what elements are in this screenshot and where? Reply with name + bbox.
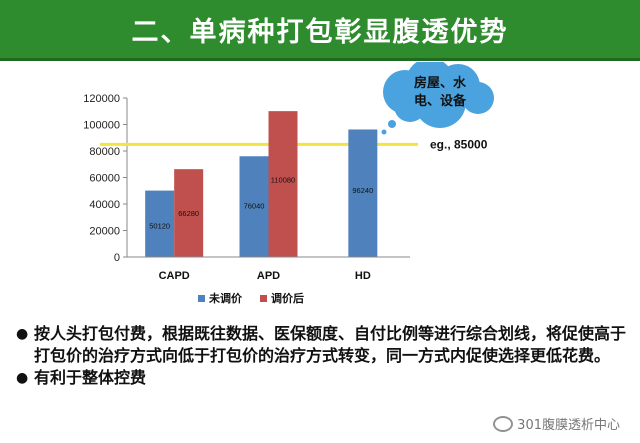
legend: 未调价 调价后 [198,291,304,305]
y-axis: 0 20000 40000 60000 80000 100000 120000 [83,93,128,264]
data-label: 76040 [244,202,265,211]
bullet-icon: ● [16,326,29,342]
title-bar: 二、单病种打包彰显腹透优势 [0,0,640,61]
cloud-text: 房屋、水 [414,75,467,91]
cloud-annotation: 房屋、水电、设备 [381,62,494,135]
cloud-dot [381,129,387,135]
watermark: 301腹膜透析中心 [493,414,620,433]
bar-chart: 0 20000 40000 60000 80000 100000 120000 eg., 8… [83,62,494,305]
y-tick-label: 80000 [89,146,120,158]
y-tick-label: 20000 [89,226,120,238]
cloud-dot [388,120,396,128]
legend-label: 未调价 [208,291,243,305]
bar [174,169,204,257]
bar [268,111,298,257]
bar [348,129,378,257]
bars: 50120 66280 76040 110080 96240 [145,111,378,257]
cloud-shape [414,76,466,128]
x-tick-label: APD [257,270,280,282]
data-label: 50120 [149,221,170,230]
bullet-item: ● 按人头打包付费，根据既往数据、医保额度、自付比例等进行综合划线，将促使高于打… [16,323,626,367]
y-tick-label: 100000 [83,120,120,132]
y-tick-label: 0 [114,252,120,264]
wechat-icon [493,415,514,432]
cloud-text: 电、设备 [414,93,467,109]
y-tick-label: 120000 [83,93,120,105]
reference-line-label: eg., 85000 [430,137,488,151]
legend-label: 调价后 [271,291,304,305]
cloud-shape [462,82,494,114]
bullet-list: ● 按人头打包付费，根据既往数据、医保额度、自付比例等进行综合划线，将促使高于打… [16,323,626,389]
x-axis: CAPD APD HD [127,256,410,282]
bullet-text: 按人头打包付费，根据既往数据、医保额度、自付比例等进行综合划线，将促使高于打包价… [34,324,627,365]
data-label: 66280 [178,209,199,218]
bullet-item: ● 有利于整体控费 [16,367,626,389]
legend-swatch [260,295,267,302]
y-tick-label: 40000 [89,199,120,211]
watermark-text: 301腹膜透析中心 [517,418,620,433]
data-label: 110080 [271,175,295,184]
page-title: 二、单病种打包彰显腹透优势 [131,16,509,48]
bullet-icon: ● [16,370,29,386]
data-label: 96240 [352,186,373,195]
cloud-shape [394,90,426,122]
bullet-text: 有利于整体控费 [34,368,147,387]
y-tick-label: 60000 [89,173,120,185]
bar [145,190,175,257]
x-tick-label: CAPD [159,270,190,282]
x-tick-label: HD [355,270,371,282]
bar [239,156,269,257]
legend-swatch [198,295,205,302]
